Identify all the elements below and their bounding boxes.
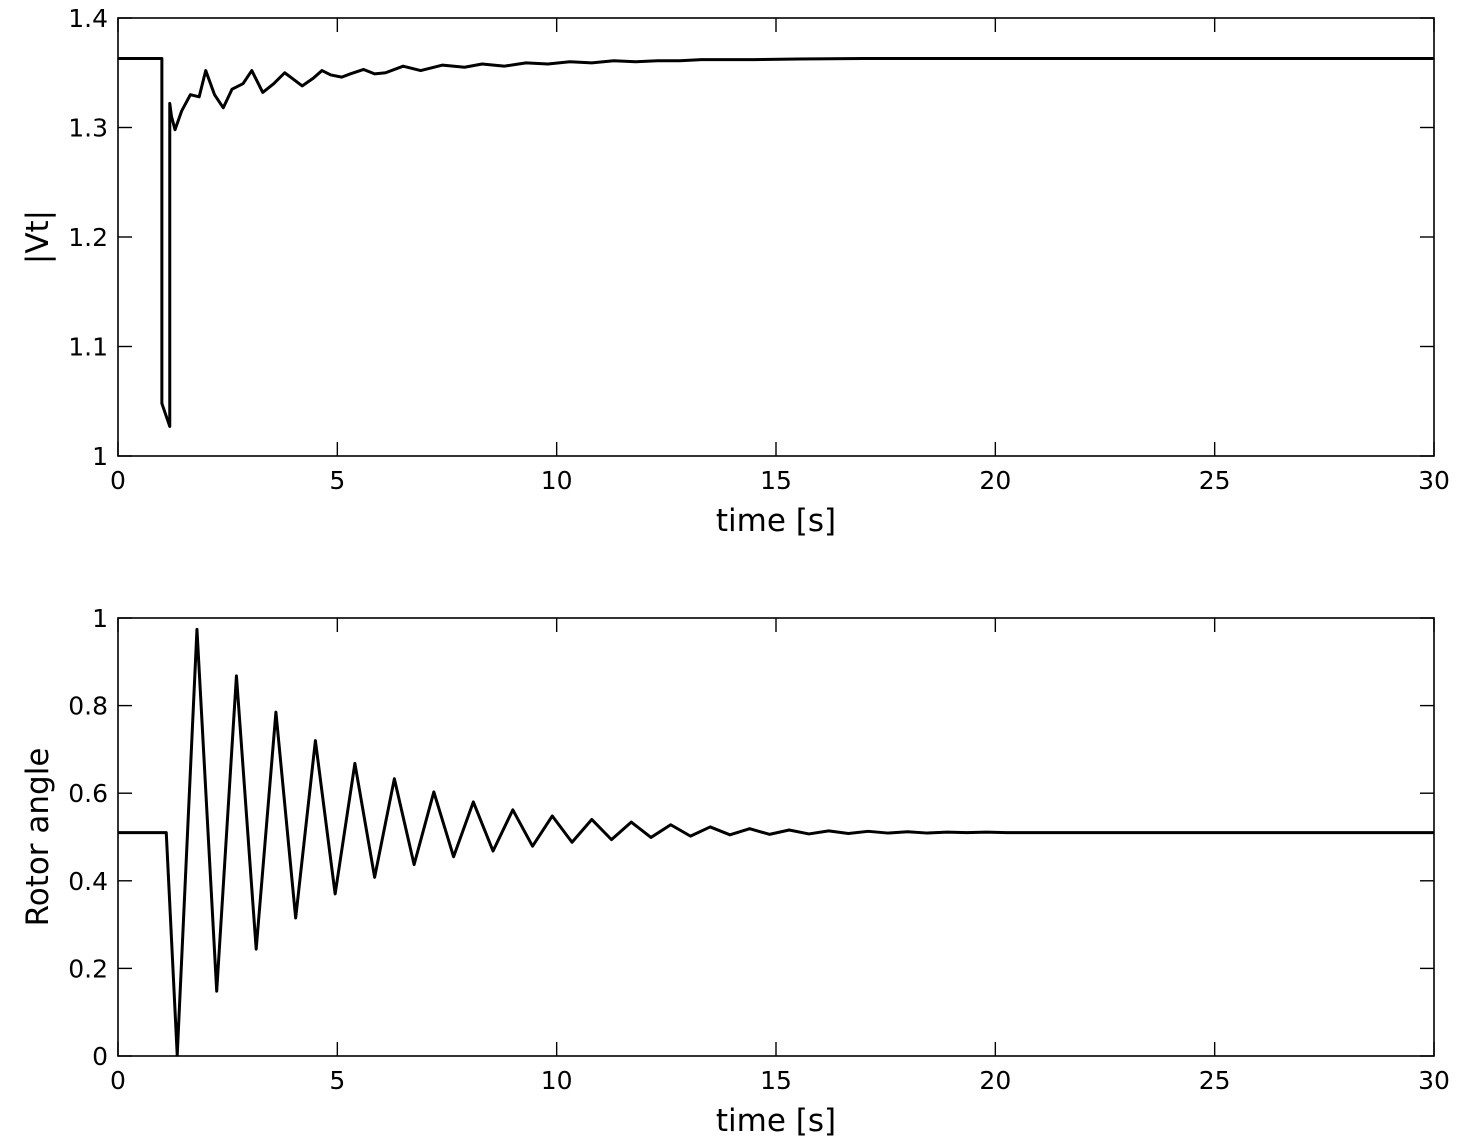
- y-tick-label: 1: [92, 604, 108, 633]
- x-tick-label: 0: [110, 466, 126, 495]
- x-tick-label: 10: [541, 466, 573, 495]
- x-tick-label: 15: [760, 1066, 792, 1095]
- y-tick-label: 1.2: [68, 223, 108, 252]
- y-tick-label: 1.3: [68, 114, 108, 143]
- series-line: [118, 57, 1434, 428]
- x-axis-label: time [s]: [716, 503, 836, 539]
- x-tick-label: 30: [1418, 466, 1450, 495]
- x-tick-label: 10: [541, 1066, 573, 1095]
- rotor-angle-plot: 0 5 10 15 20 25 30 0 0.2 0.4 0.6 0.8 1 time [s] Rotor …: [20, 604, 1450, 1139]
- y-tick-label: 0.4: [68, 867, 108, 896]
- y-tick-label: 1.1: [68, 333, 108, 362]
- y-tick-label: 1.4: [68, 4, 108, 33]
- x-tick-label: 5: [329, 1066, 345, 1095]
- x-tick-label: 20: [979, 466, 1011, 495]
- x-tick-label: 30: [1418, 1066, 1450, 1095]
- y-tick-label: 0: [92, 1042, 108, 1071]
- x-tick-label: 25: [1199, 466, 1231, 495]
- x-tick-label: 5: [329, 466, 345, 495]
- y-tick-label: 0.2: [68, 954, 108, 983]
- x-axis-label: time [s]: [716, 1103, 836, 1139]
- x-tick-label: 25: [1199, 1066, 1231, 1095]
- y-tick-label: 1: [92, 442, 108, 471]
- series-line: [118, 627, 1434, 1057]
- y-axis-label: |Vt|: [20, 210, 56, 264]
- x-tick-label: 0: [110, 1066, 126, 1095]
- y-tick-label: 0.8: [68, 692, 108, 721]
- y-tick-label: 0.6: [68, 779, 108, 808]
- x-tick-label: 20: [979, 1066, 1011, 1095]
- plot-frame: [117, 17, 1435, 457]
- x-tick-label: 15: [760, 466, 792, 495]
- y-axis-label: Rotor angle: [20, 748, 56, 927]
- plot-frame: [117, 617, 1435, 1057]
- voltage-plot: 0 5 10 15 20 25 30 1 1.1 1.2 1.3 1.4 time [s] |Vt|: [20, 4, 1450, 539]
